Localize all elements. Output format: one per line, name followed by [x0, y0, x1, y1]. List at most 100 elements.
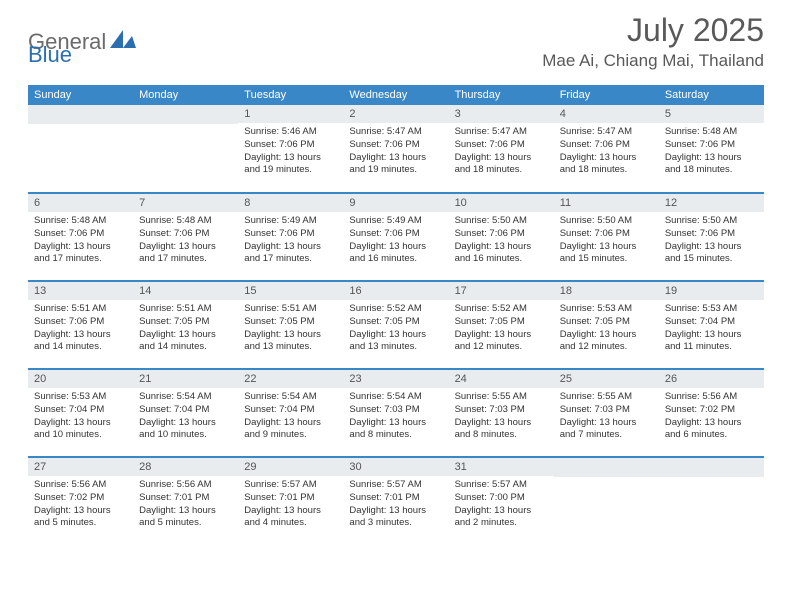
day-number: 24: [449, 370, 554, 388]
day-header: Tuesday: [238, 85, 343, 105]
day-content: Sunrise: 5:54 AMSunset: 7:03 PMDaylight:…: [343, 388, 448, 448]
daylight-line: Daylight: 13 hours and 17 minutes.: [139, 241, 232, 267]
day-cell: [659, 457, 764, 545]
day-number: 4: [554, 105, 659, 123]
day-content: Sunrise: 5:56 AMSunset: 7:01 PMDaylight:…: [133, 476, 238, 536]
daylight-line: Daylight: 13 hours and 13 minutes.: [244, 329, 337, 355]
sunset-line: Sunset: 7:06 PM: [665, 228, 758, 241]
day-number: 6: [28, 194, 133, 212]
day-cell: 25Sunrise: 5:55 AMSunset: 7:03 PMDayligh…: [554, 369, 659, 457]
sunset-line: Sunset: 7:05 PM: [244, 316, 337, 329]
sunrise-line: Sunrise: 5:47 AM: [455, 126, 548, 139]
sunset-line: Sunset: 7:06 PM: [665, 139, 758, 152]
sunset-line: Sunset: 7:04 PM: [139, 404, 232, 417]
sunrise-line: Sunrise: 5:51 AM: [139, 303, 232, 316]
sunrise-line: Sunrise: 5:56 AM: [665, 391, 758, 404]
sunset-line: Sunset: 7:03 PM: [560, 404, 653, 417]
sunset-line: Sunset: 7:06 PM: [455, 139, 548, 152]
day-content: Sunrise: 5:55 AMSunset: 7:03 PMDaylight:…: [449, 388, 554, 448]
day-number: 14: [133, 282, 238, 300]
day-cell: 29Sunrise: 5:57 AMSunset: 7:01 PMDayligh…: [238, 457, 343, 545]
day-number: 20: [28, 370, 133, 388]
daylight-line: Daylight: 13 hours and 18 minutes.: [665, 152, 758, 178]
day-number: 27: [28, 458, 133, 476]
sunset-line: Sunset: 7:05 PM: [455, 316, 548, 329]
day-content: Sunrise: 5:52 AMSunset: 7:05 PMDaylight:…: [343, 300, 448, 360]
sunrise-line: Sunrise: 5:54 AM: [349, 391, 442, 404]
sunset-line: Sunset: 7:04 PM: [244, 404, 337, 417]
sunrise-line: Sunrise: 5:50 AM: [665, 215, 758, 228]
day-number: 10: [449, 194, 554, 212]
sunrise-line: Sunrise: 5:50 AM: [560, 215, 653, 228]
day-cell: [554, 457, 659, 545]
brand-name-2: Blue: [28, 42, 72, 68]
daylight-line: Daylight: 13 hours and 16 minutes.: [455, 241, 548, 267]
sunrise-line: Sunrise: 5:47 AM: [349, 126, 442, 139]
daylight-line: Daylight: 13 hours and 6 minutes.: [665, 417, 758, 443]
daylight-line: Daylight: 13 hours and 14 minutes.: [34, 329, 127, 355]
day-number: 23: [343, 370, 448, 388]
day-content: Sunrise: 5:57 AMSunset: 7:01 PMDaylight:…: [343, 476, 448, 536]
day-content: Sunrise: 5:57 AMSunset: 7:00 PMDaylight:…: [449, 476, 554, 536]
daylight-line: Daylight: 13 hours and 5 minutes.: [139, 505, 232, 531]
daylight-line: Daylight: 13 hours and 11 minutes.: [665, 329, 758, 355]
sunset-line: Sunset: 7:01 PM: [139, 492, 232, 505]
day-cell: [133, 105, 238, 193]
day-header: Wednesday: [343, 85, 448, 105]
week-row: 13Sunrise: 5:51 AMSunset: 7:06 PMDayligh…: [28, 281, 764, 369]
daylight-line: Daylight: 13 hours and 14 minutes.: [139, 329, 232, 355]
week-row: 6 Sunrise: 5:48 AM Sunset: 7:06 PM Daylight…: [28, 193, 764, 281]
sunset-line: Sunset: 7:00 PM: [455, 492, 548, 505]
sunset-line: Sunset: 7:06 PM: [244, 139, 337, 152]
daylight-line: Daylight: 13 hours and 8 minutes.: [455, 417, 548, 443]
triangle-icon: [110, 30, 136, 53]
day-cell: 8Sunrise: 5:49 AMSunset: 7:06 PMDaylight…: [238, 193, 343, 281]
location-text: Mae Ai, Chiang Mai, Thailand: [542, 51, 764, 71]
day-number: 16: [343, 282, 448, 300]
day-number: 5: [659, 105, 764, 123]
day-cell: 11Sunrise: 5:50 AMSunset: 7:06 PMDayligh…: [554, 193, 659, 281]
day-number: 22: [238, 370, 343, 388]
day-cell: 4Sunrise: 5:47 AMSunset: 7:06 PMDaylight…: [554, 105, 659, 193]
sunrise-line: Sunrise: 5:48 AM: [139, 215, 232, 228]
day-number: 1: [238, 105, 343, 123]
day-content: Sunrise: 5:55 AMSunset: 7:03 PMDaylight:…: [554, 388, 659, 448]
day-cell: 19Sunrise: 5:53 AMSunset: 7:04 PMDayligh…: [659, 281, 764, 369]
day-number: 28: [133, 458, 238, 476]
day-content: Sunrise: 5:46 AMSunset: 7:06 PMDaylight:…: [238, 123, 343, 183]
day-content: Sunrise: 5:50 AMSunset: 7:06 PMDaylight:…: [659, 212, 764, 272]
day-cell: 17Sunrise: 5:52 AMSunset: 7:05 PMDayligh…: [449, 281, 554, 369]
day-number: 8: [238, 194, 343, 212]
daylight-line: Daylight: 13 hours and 18 minutes.: [560, 152, 653, 178]
sunset-line: Sunset: 7:03 PM: [349, 404, 442, 417]
sunrise-line: Sunrise: 5:53 AM: [560, 303, 653, 316]
day-cell: 16Sunrise: 5:52 AMSunset: 7:05 PMDayligh…: [343, 281, 448, 369]
sunrise-line: Sunrise: 5:57 AM: [455, 479, 548, 492]
daylight-line: Daylight: 13 hours and 19 minutes.: [349, 152, 442, 178]
day-cell: 28Sunrise: 5:56 AMSunset: 7:01 PMDayligh…: [133, 457, 238, 545]
day-header: Sunday: [28, 85, 133, 105]
sunrise-line: Sunrise: 5:56 AM: [139, 479, 232, 492]
day-content: Sunrise: 5:51 AMSunset: 7:05 PMDaylight:…: [133, 300, 238, 360]
daylight-line: Daylight: 13 hours and 12 minutes.: [455, 329, 548, 355]
day-number: 30: [343, 458, 448, 476]
day-content: Sunrise: 5:56 AMSunset: 7:02 PMDaylight:…: [659, 388, 764, 448]
sunrise-line: Sunrise: 5:51 AM: [244, 303, 337, 316]
sunrise-line: Sunrise: 5:57 AM: [244, 479, 337, 492]
day-content: Sunrise: 5:49 AMSunset: 7:06 PMDaylight:…: [238, 212, 343, 272]
daylight-line: Daylight: 13 hours and 16 minutes.: [349, 241, 442, 267]
sunset-line: Sunset: 7:06 PM: [34, 316, 127, 329]
day-content: Sunrise: 5:53 AMSunset: 7:05 PMDaylight:…: [554, 300, 659, 360]
empty-day-header: [659, 458, 764, 477]
sunrise-line: Sunrise: 5:53 AM: [34, 391, 127, 404]
empty-day-header: [28, 105, 133, 124]
day-cell: 15Sunrise: 5:51 AMSunset: 7:05 PMDayligh…: [238, 281, 343, 369]
sunrise-line: Sunrise: 5:46 AM: [244, 126, 337, 139]
day-cell: 13Sunrise: 5:51 AMSunset: 7:06 PMDayligh…: [28, 281, 133, 369]
empty-day-header: [554, 458, 659, 477]
day-number: 13: [28, 282, 133, 300]
day-cell: 26Sunrise: 5:56 AMSunset: 7:02 PMDayligh…: [659, 369, 764, 457]
sunrise-line: Sunrise: 5:53 AM: [665, 303, 758, 316]
empty-day-header: [133, 105, 238, 124]
day-content: Sunrise: 5:47 AMSunset: 7:06 PMDaylight:…: [449, 123, 554, 183]
